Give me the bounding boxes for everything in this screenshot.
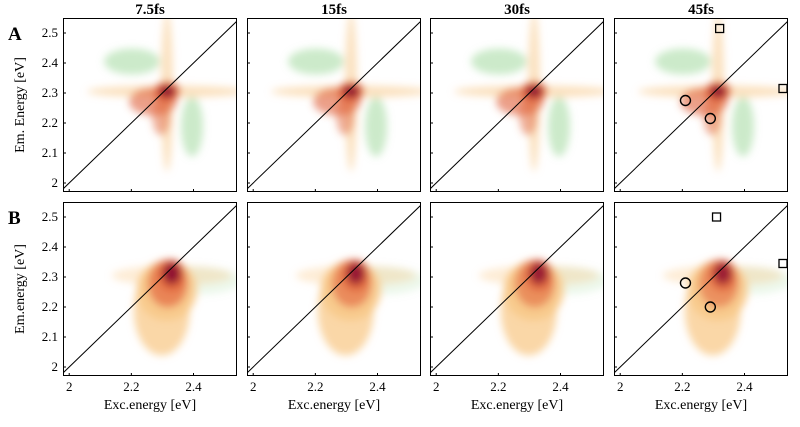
x-tick-label: 2.2 [490,379,506,394]
circle-marker [679,94,692,107]
y-tick-label: 2.1 [42,329,58,344]
spectrum-panel: 2 2.2 2.4 Exc.energy [eV] [247,202,421,413]
spectrum-panel: 2 2.1 2.2 2.3 2.4 2.5 [42,18,237,192]
x-tick-label: 2.2 [123,379,139,394]
diagonal-line [614,20,788,190]
y-tick-label: 2 [52,175,59,190]
positive-signal [152,95,171,136]
column-title: 7.5fs [135,2,165,18]
peak-core [159,85,176,98]
circle-marker [704,112,717,125]
y-tick-label: 2.4 [42,239,59,254]
circle-marker [679,277,692,289]
x-tick-label: 2.2 [674,379,690,394]
y-tick-label: 2.5 [42,209,58,224]
peak-core [346,262,365,285]
column-title: 45fs [688,2,714,18]
signal-map [111,259,237,356]
negative-signal [104,48,161,75]
x-tick-label: 2.2 [307,379,323,394]
diagonal-line [247,20,421,190]
negative-signal [181,96,204,157]
positive-signal [703,95,722,136]
panel-frame [63,18,237,192]
x-tick-label: 2 [617,379,624,394]
negative-signal [548,96,571,157]
signal-map [295,259,421,356]
signal-map [662,259,788,356]
x-tick-label: 2.4 [552,379,569,394]
x-tick-label: 2.4 [736,379,753,394]
peak-core [710,85,727,98]
diagonal-line [614,204,788,374]
diagonal-line [430,204,604,374]
x-tick-label: 2 [66,379,73,394]
y-tick-label: 2.3 [42,269,58,284]
row-letter-a: A [8,24,22,45]
panel-frame [430,202,604,376]
y-tick-label: 2.2 [42,299,58,314]
peak-core [529,262,548,285]
signal-map [87,18,237,172]
signal-map [454,18,604,172]
spectrum-panel: 2 2.2 2.4 Exc.energy [eV] [614,202,788,413]
peak-core [713,262,732,285]
column-title: 30fs [504,2,530,18]
panel-frame [430,18,604,192]
x-tick-label: 2 [433,379,440,394]
panel-frame [63,202,237,376]
x-axis-title: Exc.energy [eV] [655,398,747,413]
x-tick-label: 2 [250,379,257,394]
negative-signal [288,48,345,75]
y-tick-label: 2.5 [42,25,58,40]
y-tick-label: 2.2 [42,115,58,130]
peak-core [343,85,360,98]
y-tick-label: 2.4 [42,55,59,70]
x-tick-label: 2.4 [369,379,386,394]
y-tick-label: 2.1 [42,145,58,160]
spectrum-panel: 2 2.2 2.4 Exc.energy [eV] [430,202,604,413]
negative-signal [471,48,528,75]
spectrum-panel [430,18,604,192]
x-axis-title: Exc.energy [eV] [288,398,380,413]
diagonal-line [247,204,421,374]
spectrum-panel: 2 2.1 2.2 2.3 2.4 2.5 2 2.2 2.4 Exc.energy [eV] [42,202,237,413]
square-marker [714,23,725,34]
peak-core [526,85,543,98]
signal-map [638,18,788,172]
spectrum-panel [247,18,421,192]
diagonal-line [63,20,237,190]
y-axis-title: Em.energy [eV] [13,244,28,334]
signal-map [478,259,604,356]
x-tick-label: 2.4 [185,379,202,394]
square-marker [711,212,722,222]
y-tick-label: 2 [52,359,59,374]
y-tick-label: 2.3 [42,85,58,100]
signal-map [271,18,421,172]
negative-signal [365,96,388,157]
positive-signal [336,95,355,136]
diagonal-line [430,20,604,190]
row-letter-b: B [8,208,21,229]
diagonal-line [63,204,237,374]
circle-marker [704,301,717,313]
panel-frame [614,18,788,192]
column-title: 15fs [321,2,347,18]
spectrum-panel [614,18,788,192]
x-axis-title: Exc.energy [eV] [104,398,196,413]
negative-signal [655,48,712,75]
panel-frame [247,18,421,192]
positive-signal [519,95,538,136]
negative-signal [732,96,755,157]
x-axis-title: Exc.energy [eV] [471,398,563,413]
panel-frame [614,202,788,376]
y-axis-title: Em. Energy [eV] [13,57,28,153]
peak-core [162,262,181,285]
panel-frame [247,202,421,376]
